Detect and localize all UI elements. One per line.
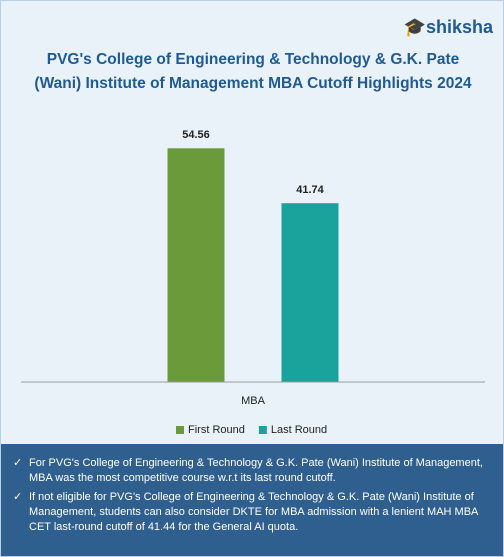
bar — [281, 203, 339, 382]
legend-label: Last Round — [271, 424, 327, 436]
chart: 54.56 41.74 MBA First Round Last Round — [21, 129, 485, 436]
x-tick-label: MBA — [241, 395, 266, 407]
data-label: 41.74 — [296, 184, 324, 196]
logo-text: shiksha — [425, 17, 493, 37]
legend-swatch — [258, 426, 267, 434]
data-label: 54.56 — [182, 129, 210, 141]
legend-label: First Round — [188, 424, 245, 436]
note: For PVG's College of Engineering & Techn… — [13, 456, 491, 486]
notes: For PVG's College of Engineering & Techn… — [1, 444, 503, 556]
bar — [167, 148, 225, 382]
chart-title: PVG's College of Engineering & Technolog… — [34, 51, 472, 92]
note: If not eligible for PVG's College of Eng… — [13, 490, 491, 535]
legend-swatch — [176, 426, 184, 434]
logo: 🎓shiksha — [404, 17, 493, 38]
logo-mark: 🎓 — [403, 17, 426, 37]
